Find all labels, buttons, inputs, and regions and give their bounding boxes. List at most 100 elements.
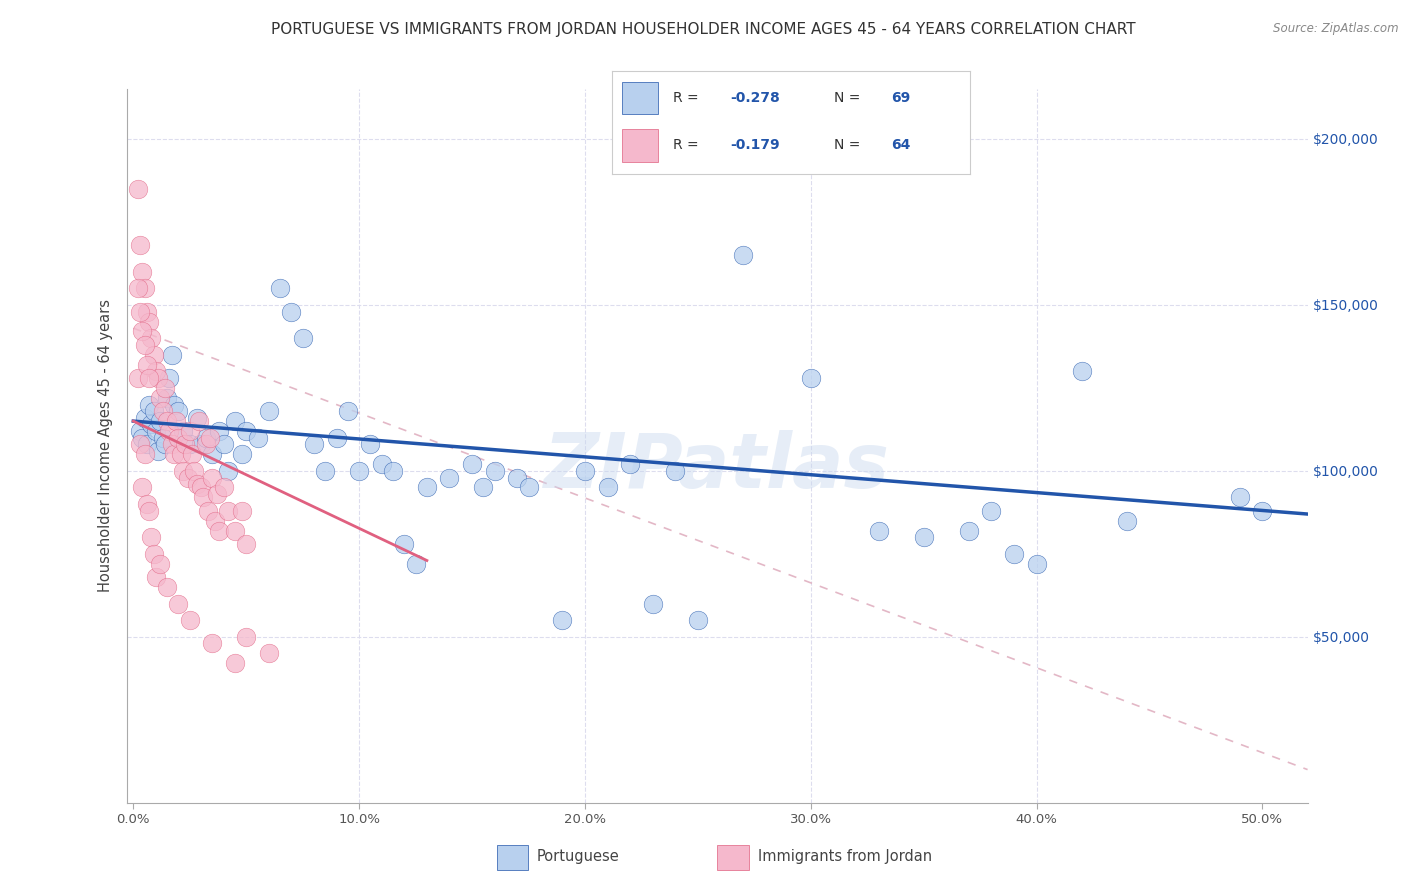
Point [127,371,149,385]
Point [1025,557,1047,571]
Point [134,410,156,425]
Point [439,470,461,484]
Point [194,431,217,445]
Point [347,464,370,478]
Point [217,464,239,478]
Point [394,537,416,551]
Point [156,414,179,428]
Point [359,437,381,451]
Point [135,497,157,511]
Point [190,481,212,495]
Point [204,514,226,528]
Text: -0.278: -0.278 [730,91,780,105]
Text: N =: N = [834,91,860,105]
Point [197,504,219,518]
Point [129,304,152,318]
Point [138,371,160,385]
Point [183,464,205,478]
Point [212,481,235,495]
Point [131,481,153,495]
Bar [623,128,658,161]
Point [131,265,153,279]
Point [170,447,193,461]
Point [129,437,152,451]
Point [138,397,160,411]
Point [156,391,179,405]
Point [280,304,302,318]
Point [186,410,208,425]
Point [159,424,181,438]
Point [134,338,156,352]
Point [129,424,152,438]
Point [269,281,291,295]
Point [336,404,359,418]
Bar [717,846,748,870]
Point [167,597,190,611]
Point [208,524,231,538]
Point [302,437,325,451]
Point [174,437,197,451]
Point [127,281,149,295]
Bar [623,81,658,114]
Text: PORTUGUESE VS IMMIGRANTS FROM JORDAN HOUSEHOLDER INCOME AGES 45 - 64 YEARS CORRE: PORTUGUESE VS IMMIGRANTS FROM JORDAN HOU… [271,22,1135,37]
Point [641,597,664,611]
Point [153,381,176,395]
Point [201,636,224,650]
Point [167,431,190,445]
Point [145,424,167,438]
Point [167,404,190,418]
Point [1229,491,1251,505]
Point [231,504,253,518]
Point [172,464,194,478]
Point [146,371,169,385]
Point [156,580,179,594]
Point [135,358,157,372]
Point [194,437,217,451]
Point [224,657,246,671]
Point [134,447,156,461]
Point [416,481,439,495]
Point [596,481,619,495]
Point [159,371,181,385]
Point [131,431,153,445]
Text: 69: 69 [891,91,911,105]
Point [138,504,160,518]
Text: ZIPatlas: ZIPatlas [544,431,890,504]
Point [1070,364,1092,378]
Point [257,647,280,661]
Point [135,437,157,451]
Text: Immigrants from Jordan: Immigrants from Jordan [758,849,932,863]
Point [179,613,201,627]
Point [149,414,172,428]
Point [181,447,204,461]
Point [224,524,246,538]
Point [149,557,172,571]
Point [235,537,257,551]
Point [231,447,253,461]
Point [257,404,280,418]
Point [145,364,167,378]
Text: -0.179: -0.179 [730,138,779,153]
Point [325,431,347,445]
Point [1251,504,1274,518]
Point [142,404,165,418]
Point [382,464,405,478]
Point [127,182,149,196]
Point [461,457,484,471]
Point [201,470,224,484]
Bar [496,846,529,870]
Text: Source: ZipAtlas.com: Source: ZipAtlas.com [1274,22,1399,36]
Point [472,481,495,495]
Point [664,464,686,478]
Point [145,570,167,584]
Text: 64: 64 [891,138,911,153]
Point [224,414,246,428]
Text: N =: N = [834,138,860,153]
Point [731,248,754,262]
Point [141,530,163,544]
Point [172,424,194,438]
Point [152,404,174,418]
Point [314,464,336,478]
Point [1116,514,1139,528]
Text: Portuguese: Portuguese [537,849,620,863]
